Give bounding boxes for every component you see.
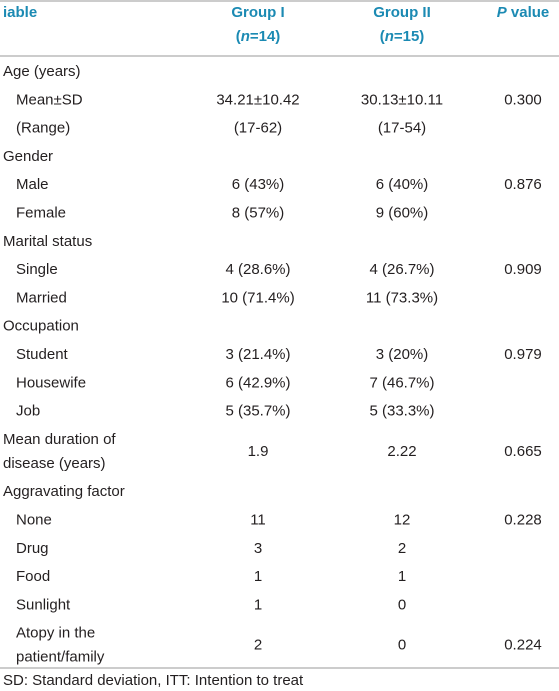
cell: (17-54)	[378, 120, 426, 137]
cell: 0	[398, 596, 406, 613]
header-cell: Group II	[373, 4, 431, 21]
row-label: Single	[16, 261, 58, 278]
row-label: Housewife	[16, 374, 86, 391]
cell: 11	[250, 511, 266, 528]
cell: 3	[254, 540, 262, 557]
cell: 4 (28.6%)	[225, 261, 290, 278]
cell: 6 (43%)	[232, 176, 285, 193]
cell: 5 (35.7%)	[225, 403, 290, 420]
cell: 11 (73.3%)	[366, 289, 438, 306]
header-cell: (n=15)	[380, 28, 425, 45]
header-cell: iable	[3, 4, 37, 21]
row-label: Atopy in the	[16, 625, 95, 642]
header-text: =15)	[394, 28, 424, 45]
cell: 34.21±10.42	[216, 91, 299, 108]
row-label: Job	[16, 403, 40, 420]
row-label: Married	[16, 289, 67, 306]
header-text: Group II	[373, 4, 431, 21]
cell: 2	[254, 637, 262, 654]
row-label: Drug	[16, 540, 49, 557]
row-label: Food	[16, 568, 50, 585]
row-label: patient/family	[16, 649, 105, 666]
cell: 1	[254, 596, 262, 613]
cell: 0.228	[504, 511, 542, 528]
row-label: Male	[16, 176, 49, 193]
cell: 10 (71.4%)	[221, 289, 294, 306]
cell: 0.876	[504, 176, 542, 193]
cell: 0	[398, 637, 406, 654]
section-label: disease (years)	[3, 455, 106, 472]
cell: 1	[398, 568, 406, 585]
cell: 8 (57%)	[232, 204, 285, 221]
header-cell: Group I	[231, 4, 284, 21]
header-cell: (n=14)	[236, 28, 281, 45]
section-label: Mean duration of	[3, 431, 116, 448]
section-label: Gender	[3, 148, 53, 165]
section-label: Marital status	[3, 233, 92, 250]
cell: 3 (20%)	[376, 346, 429, 363]
cell: 0.300	[504, 91, 542, 108]
footnote: SD: Standard deviation, ITT: Intention t…	[3, 672, 304, 689]
header-text: =14)	[250, 28, 280, 45]
row-label: (Range)	[16, 120, 70, 137]
header-text: n	[385, 28, 394, 45]
cell: 9 (60%)	[376, 204, 429, 221]
cell: 4 (26.7%)	[369, 261, 434, 278]
row-label: Female	[16, 204, 66, 221]
cell: 0.909	[504, 261, 542, 278]
cell: 0.979	[504, 346, 542, 363]
cell: 1.9	[248, 443, 269, 460]
cell: (17-62)	[234, 120, 282, 137]
cell: 7 (46.7%)	[369, 374, 434, 391]
header-text: P	[497, 4, 508, 21]
header-text: value	[507, 4, 550, 21]
section-label: Occupation	[3, 318, 79, 335]
cell: 30.13±10.11	[361, 91, 443, 108]
cell: 2.22	[387, 443, 416, 460]
cell: 3 (21.4%)	[225, 346, 290, 363]
header-text: (	[236, 28, 241, 45]
cell: 1	[254, 568, 262, 585]
header-text: (	[380, 28, 385, 45]
row-label: Mean±SD	[16, 91, 83, 108]
cell: 5 (33.3%)	[369, 403, 434, 420]
header-text: n	[241, 28, 250, 45]
cell: 12	[394, 511, 411, 528]
cell: 6 (40%)	[376, 176, 429, 193]
cell: 2	[398, 540, 406, 557]
cell: 0.665	[504, 443, 542, 460]
header-text: iable	[3, 4, 37, 21]
row-label: Sunlight	[16, 596, 71, 613]
row-label: Student	[16, 346, 69, 363]
cell: 6 (42.9%)	[225, 374, 290, 391]
cell: 0.224	[504, 637, 542, 654]
header-text: Group I	[231, 4, 284, 21]
section-label: Aggravating factor	[3, 483, 125, 500]
section-label: Age (years)	[3, 63, 81, 80]
row-label: None	[16, 511, 52, 528]
header-cell: P value	[497, 4, 550, 21]
